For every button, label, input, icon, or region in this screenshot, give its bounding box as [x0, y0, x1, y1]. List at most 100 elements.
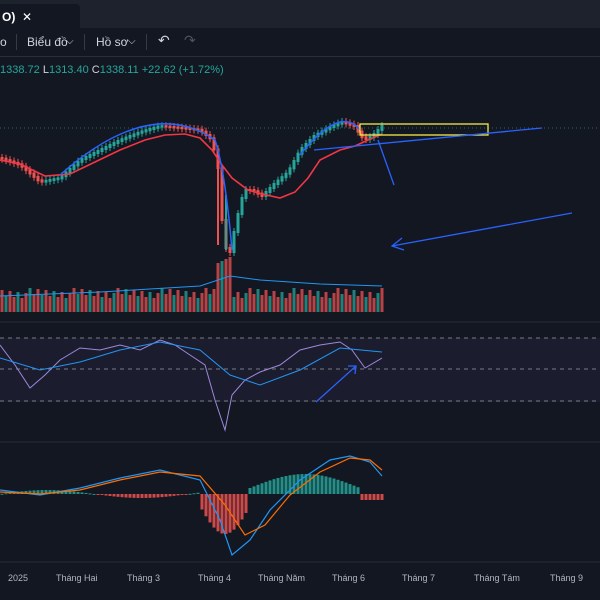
volume-bar [360, 291, 364, 312]
time-axis-label: Tháng 9 [550, 573, 584, 583]
candle-body [4, 157, 8, 162]
candle-body [184, 127, 188, 130]
close-icon[interactable]: ✕ [22, 10, 33, 24]
volume-bar [80, 289, 84, 312]
macd-histogram-bar [24, 490, 28, 494]
macd-histogram-bar [48, 490, 52, 494]
candle-body [232, 231, 236, 253]
time-axis-label: Tháng Tám [474, 573, 520, 583]
volume-bar [148, 292, 152, 312]
macd-histogram-bar [100, 494, 104, 496]
macd-histogram-bar [236, 494, 240, 526]
volume-bar [244, 293, 248, 312]
macd-histogram-bar [264, 481, 268, 494]
pane-dividers [0, 127, 600, 563]
candle-body [164, 125, 168, 128]
macd-histogram-bar [32, 490, 36, 494]
volume-bar [112, 293, 116, 312]
macd-histogram-bar [88, 493, 92, 495]
candle-body [288, 167, 292, 175]
profile-menu-button[interactable]: Hồ sơ [96, 35, 129, 49]
macd-histogram-bar [0, 493, 4, 495]
undo-icon[interactable]: ↶ [158, 32, 170, 48]
volume-bar [192, 292, 196, 312]
macd-histogram-bar [212, 494, 216, 528]
volume-bar [116, 288, 120, 312]
change-value: +22.62 (+1.72%) [141, 64, 224, 76]
volume-bar [372, 298, 376, 312]
chevron-down-icon[interactable]: ⌵ [128, 36, 136, 47]
volume-bar [264, 290, 268, 312]
macd-histogram-bar [204, 494, 208, 517]
volume-bar [160, 288, 164, 312]
candle-body [304, 143, 308, 149]
candle-body [124, 136, 128, 141]
tab-label: O) [2, 10, 16, 24]
volume-bar [40, 295, 44, 312]
candle-body [160, 125, 164, 128]
volume-bar [84, 295, 88, 312]
volume-bar [204, 288, 208, 312]
candle-body [32, 172, 36, 178]
time-axis-label: Tháng Năm [258, 573, 306, 583]
volume-bar [16, 292, 20, 312]
candle-body [28, 169, 32, 175]
volume-bar [32, 294, 36, 312]
candle-body [136, 131, 140, 136]
time-axis-label: Tháng 6 [332, 573, 366, 583]
macd-histogram-bar [216, 494, 220, 532]
macd-histogram-bar [252, 486, 256, 494]
volume-bar [100, 297, 104, 312]
volume-bar [144, 297, 148, 312]
macd-histogram-bar [176, 494, 180, 496]
candle-body [140, 130, 144, 134]
time-axis-label: Tháng 7 [402, 573, 436, 583]
candle-body [276, 179, 280, 185]
chevron-down-icon[interactable]: ⌵ [66, 36, 74, 47]
chart-tab[interactable]: O) ✕ [0, 4, 80, 28]
macd-histogram-bar [320, 475, 324, 494]
candle-body [132, 133, 136, 137]
drawings[interactable] [59, 121, 573, 403]
volume-bar [276, 297, 280, 312]
macd-line [0, 455, 383, 557]
toolbar-partial-item[interactable]: o [0, 35, 7, 49]
redo-icon[interactable]: ↷ [184, 32, 196, 48]
volume-bar [232, 297, 236, 312]
macd-histogram-bar [324, 476, 328, 494]
macd-histogram-bar [168, 494, 172, 497]
macd-histogram-bar [84, 492, 88, 494]
moving-average-line [0, 133, 383, 199]
volume-bar [24, 293, 28, 312]
volume-bars [0, 257, 384, 312]
ohlc-legend: 1338.72 L1313.40 C1338.11 +22.62 (+1.72%… [0, 64, 224, 76]
volume-bar [224, 259, 228, 312]
candle-body [188, 127, 192, 130]
macd-histogram-bar [36, 490, 40, 494]
macd-histogram-bar [116, 494, 120, 497]
macd-histogram-bar [368, 494, 372, 500]
macd-histogram-bar [76, 491, 80, 494]
volume-bar [20, 298, 24, 312]
volume-bar [216, 263, 220, 312]
volume-bar [220, 261, 224, 312]
volume-bar [328, 298, 332, 312]
candle-body [200, 128, 204, 133]
volume-bar [228, 257, 232, 312]
macd-histogram-bar [200, 494, 204, 510]
candle-body [212, 137, 216, 151]
volume-bar [88, 290, 92, 312]
candle-body [328, 126, 332, 131]
volume-bar [184, 291, 188, 312]
chart-menu-button[interactable]: Biểu đồ [27, 35, 68, 49]
volume-average-line [0, 275, 383, 297]
macd-histogram-bar [248, 488, 252, 494]
candle-body [284, 172, 288, 179]
volume-bar [272, 291, 276, 312]
candle-body [368, 136, 372, 140]
candle-body [152, 126, 156, 130]
macd-histogram-bar [332, 478, 336, 494]
macd-histogram-bar [372, 494, 376, 500]
macd-histogram-bar [276, 477, 280, 494]
